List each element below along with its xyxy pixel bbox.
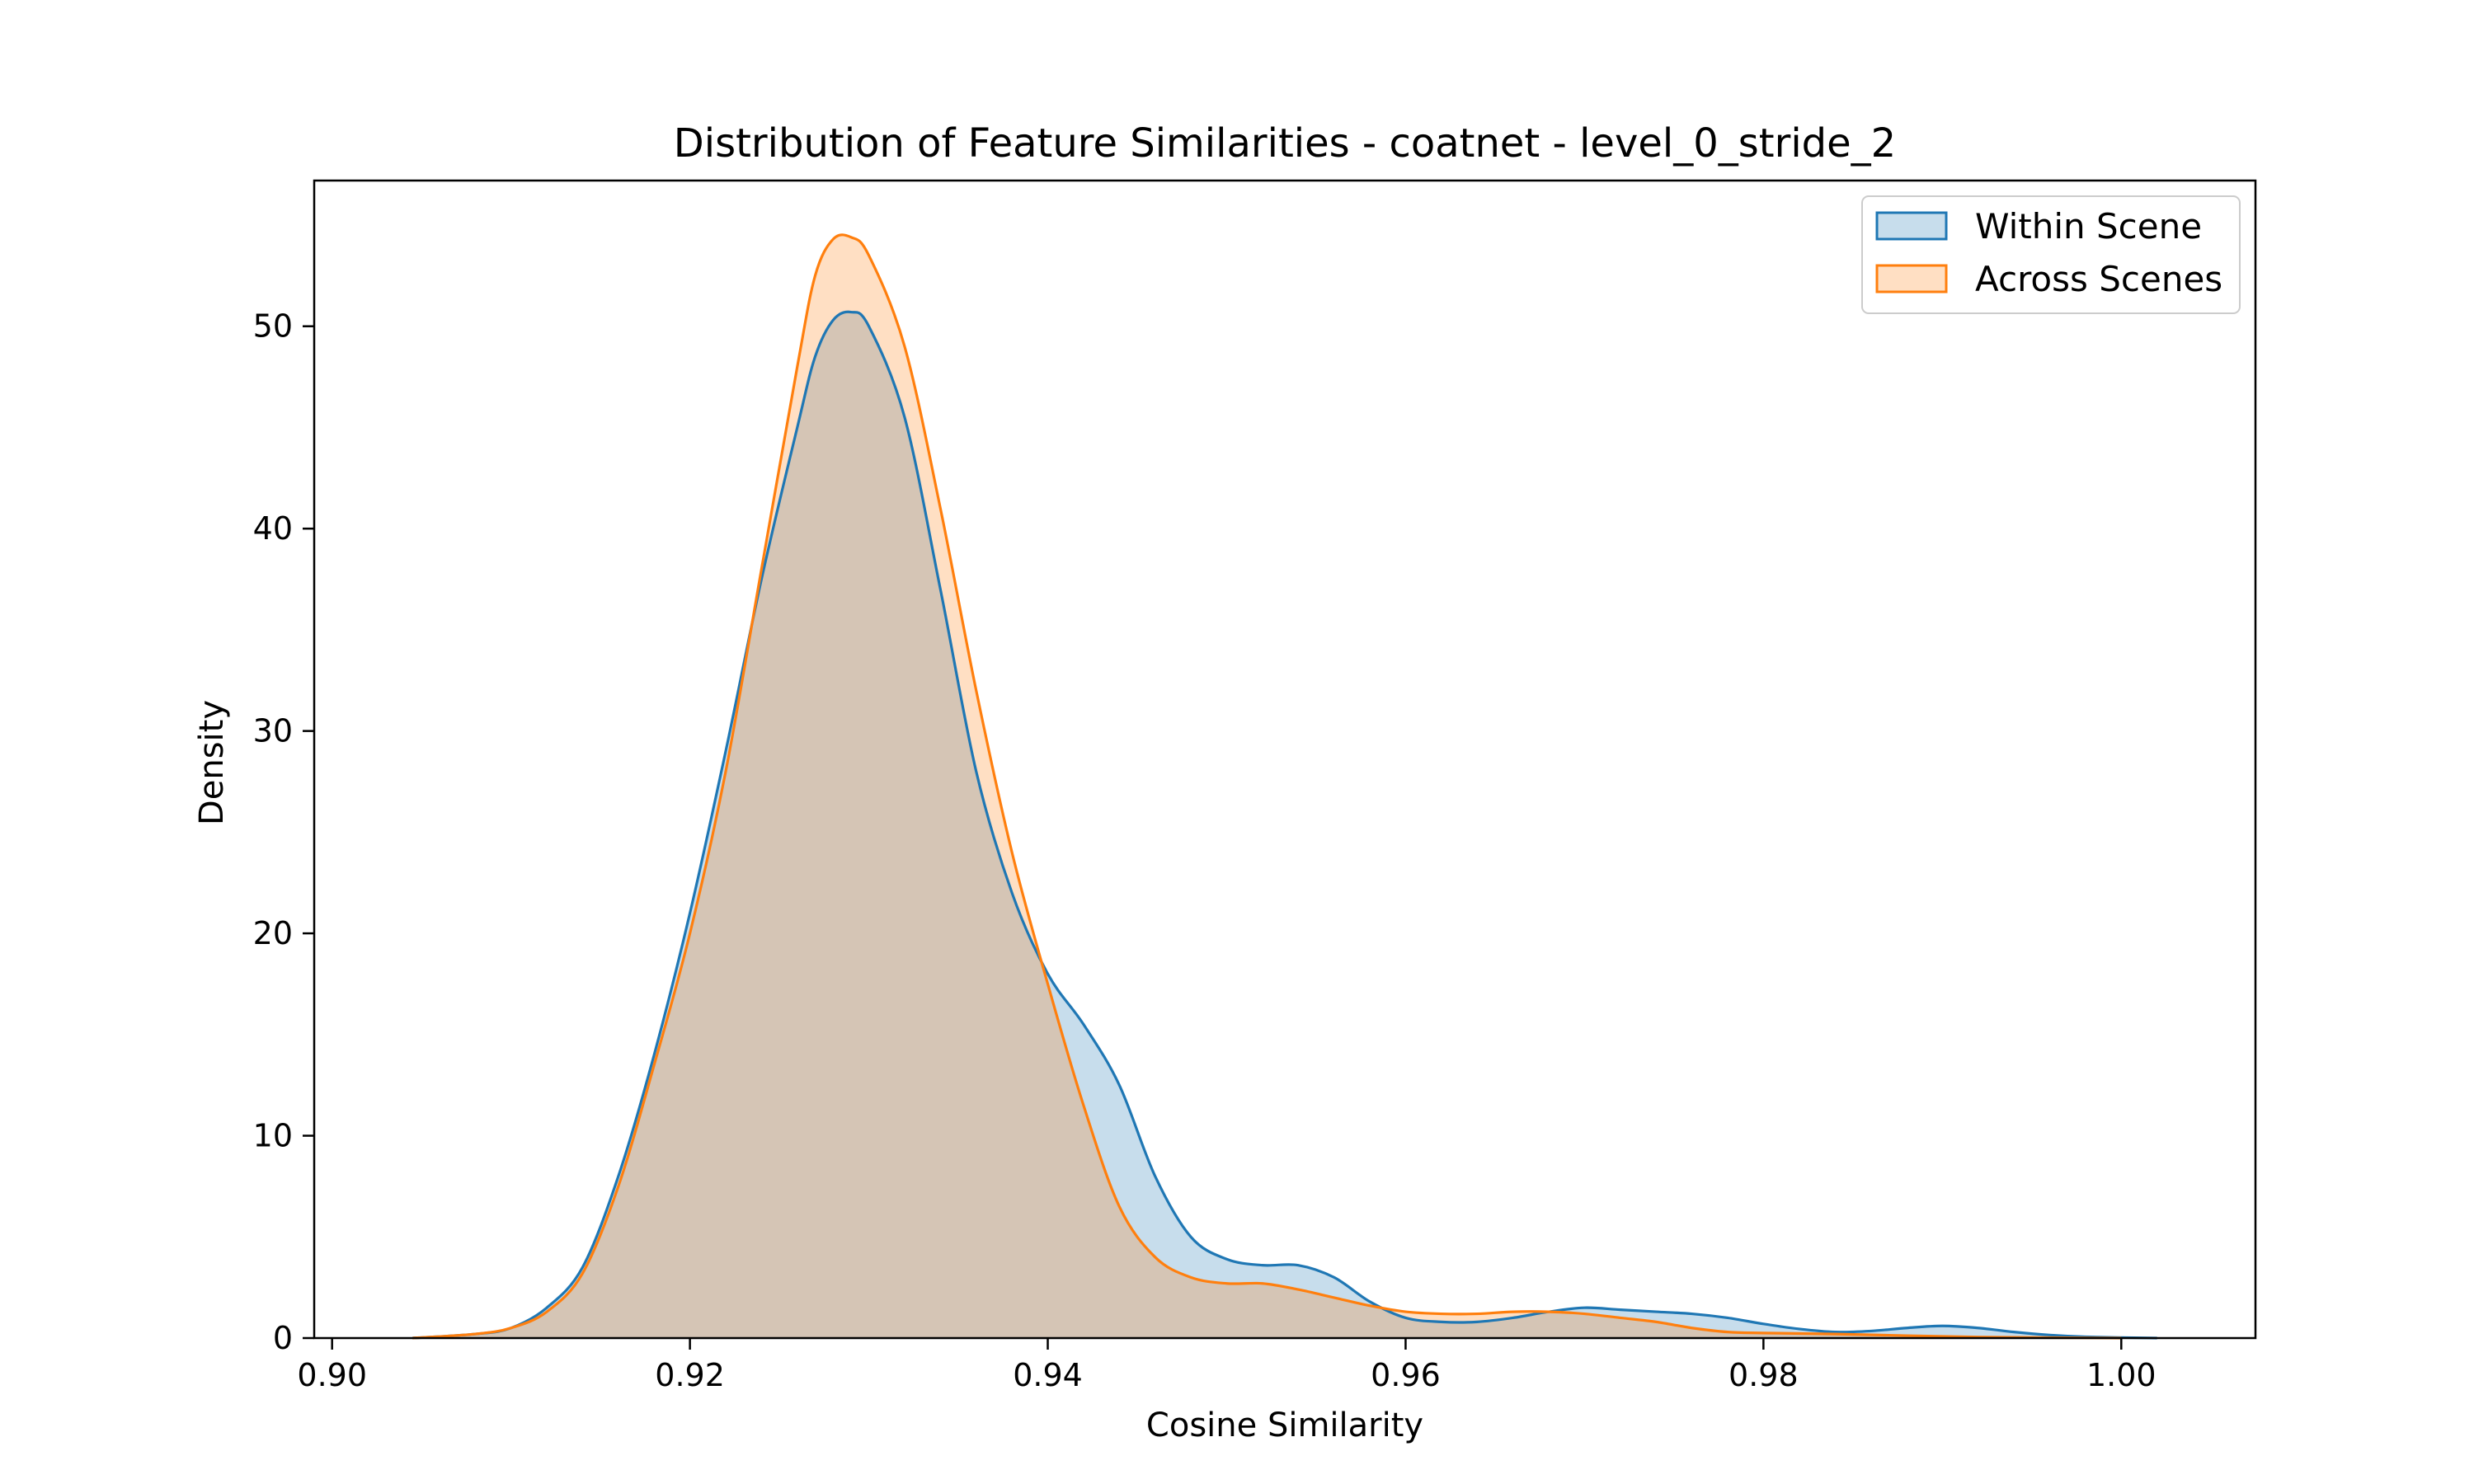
x-tick-label: 0.94 [1013, 1357, 1083, 1393]
x-axis-label: Cosine Similarity [1146, 1407, 1423, 1444]
plot-frame [313, 179, 2257, 1340]
legend-label-within-scene: Within Scene [1975, 206, 2202, 247]
y-tick-label: 0 [273, 1320, 293, 1356]
y-tick-label: 10 [253, 1118, 293, 1154]
y-tick-label: 40 [253, 510, 293, 547]
density-area-across-scenes [412, 234, 2122, 1338]
x-tick-label: 0.92 [655, 1357, 725, 1393]
chart-title: Distribution of Feature Similarities - c… [674, 120, 1896, 167]
density-line-within-scene [412, 310, 2157, 1340]
y-axis-ticks: 0 10 20 30 40 50 [253, 308, 314, 1356]
x-tick-label: 0.98 [1729, 1357, 1799, 1393]
x-axis-ticks: 0.90 0.92 0.94 0.96 0.98 1.00 [297, 1338, 2157, 1393]
y-tick-label: 20 [253, 915, 293, 951]
density-area-within-scene [412, 312, 2157, 1338]
legend: Within Scene Across Scenes [1861, 195, 2241, 314]
legend-frame [1861, 195, 2241, 314]
y-tick-label: 50 [253, 308, 293, 345]
legend-label-across-scenes: Across Scenes [1975, 259, 2222, 299]
series-layer [412, 233, 2157, 1340]
x-tick-label: 1.00 [2086, 1357, 2157, 1393]
density-line-across-scenes [412, 233, 2122, 1340]
y-tick-label: 30 [253, 713, 293, 749]
x-tick-label: 0.90 [297, 1357, 367, 1393]
legend-swatch-across-scenes [1875, 264, 1948, 294]
legend-swatch-within-scene [1875, 211, 1948, 241]
x-tick-label: 0.96 [1371, 1357, 1441, 1393]
y-axis-label: Density [193, 700, 231, 825]
